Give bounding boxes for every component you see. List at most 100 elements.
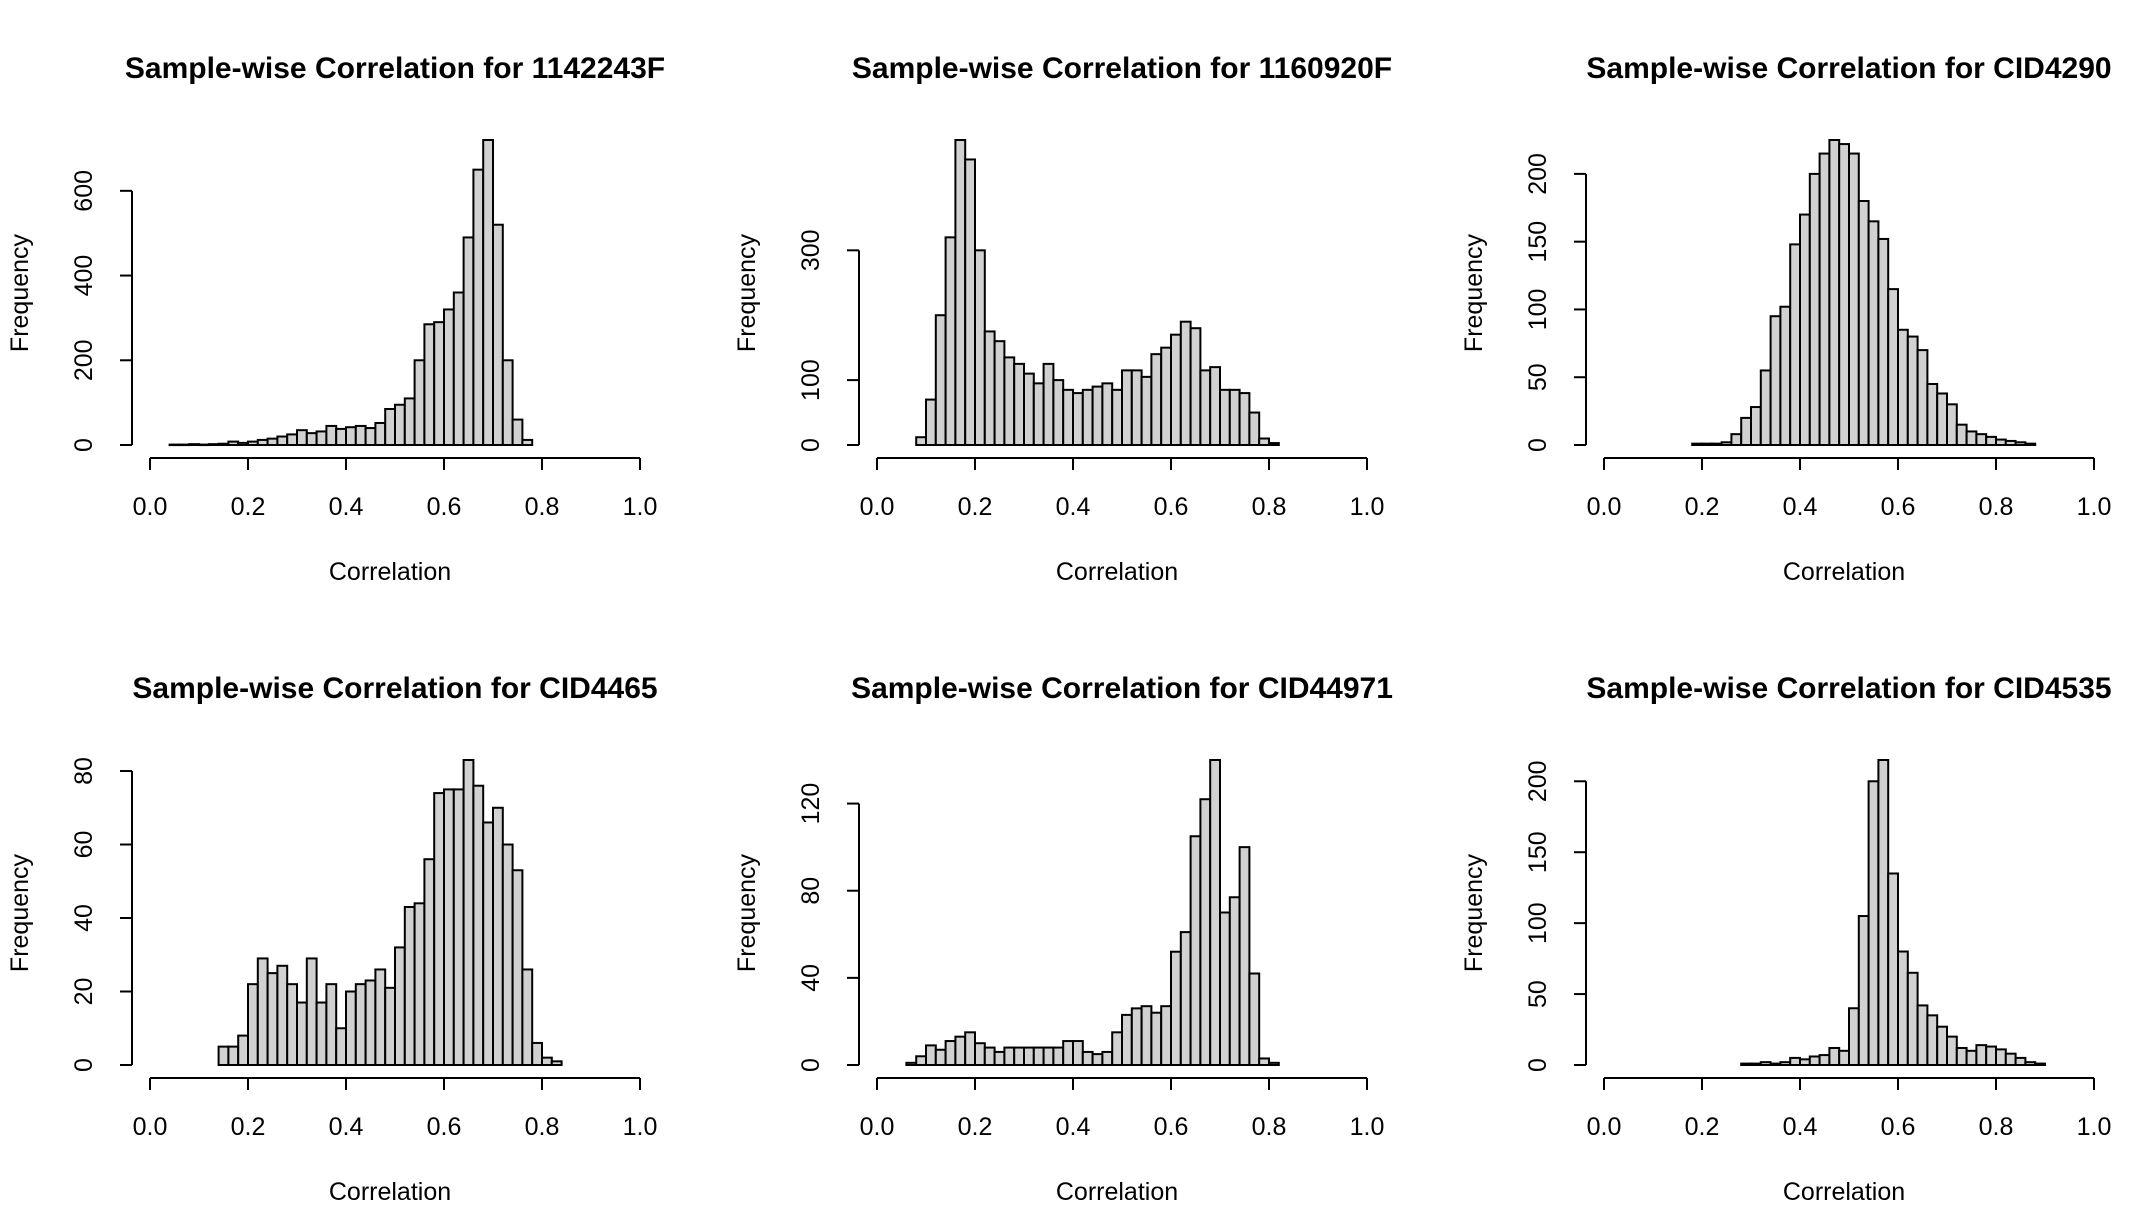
histogram-bar (1761, 370, 1771, 445)
histogram-bar (1918, 350, 1928, 445)
x-tick-label: 0.6 (1154, 1113, 1189, 1141)
histogram-bar (1171, 335, 1181, 445)
histogram-bar (1957, 425, 1967, 445)
histogram-bar (444, 309, 454, 445)
histogram-bar (1200, 799, 1210, 1065)
histogram-bar (1112, 390, 1122, 445)
histogram-bar (1249, 413, 1259, 445)
histogram-bar (1820, 1055, 1830, 1065)
histogram-bar (1112, 1032, 1122, 1065)
x-tick-label: 1.0 (623, 1113, 658, 1141)
histogram-bar (2006, 1054, 2016, 1065)
histogram-bar (1230, 390, 1240, 445)
histogram-panel: Sample-wise Correlation for CID4465 0.0 0.… (6, 672, 658, 1206)
histogram-bar (1161, 1006, 1171, 1065)
histogram-bar (936, 315, 946, 445)
x-tick-label: 0.6 (427, 1113, 462, 1141)
histogram-bar (1102, 383, 1112, 445)
histogram-bar (1839, 144, 1849, 445)
histogram-bar (1957, 1048, 1967, 1065)
histogram-bar (219, 444, 229, 445)
histogram-bar (2025, 444, 2035, 445)
histogram-bar (1063, 1041, 1073, 1065)
y-tick-label: 150 (1524, 831, 1552, 873)
histogram-bar (277, 966, 287, 1065)
histogram-bar (1996, 1049, 2006, 1065)
x-tick-label: 1.0 (1350, 493, 1385, 521)
histogram-bar (287, 434, 297, 445)
x-tick-label: 0.2 (958, 1113, 993, 1141)
y-tick-label: 40 (797, 964, 825, 992)
histogram-bar (1741, 418, 1751, 445)
histogram-bar (522, 440, 532, 445)
histogram-bar (1986, 1047, 1996, 1065)
histogram-bar (1898, 330, 1908, 445)
histogram-bar (1692, 444, 1702, 445)
x-tick-label: 0.6 (1154, 493, 1189, 521)
y-axis-label: Frequency (6, 233, 34, 352)
histogram-bar (326, 984, 336, 1065)
x-axis-label: Correlation (1056, 558, 1178, 586)
histogram-bar (1220, 913, 1230, 1066)
histogram-bar (985, 1048, 995, 1065)
histogram-bar (1073, 1041, 1083, 1065)
histogram-bar (473, 170, 483, 445)
histogram-bar (1034, 1048, 1044, 1065)
histogram-bar (1181, 322, 1191, 445)
histogram-bar (1269, 1063, 1279, 1065)
histogram-bar (955, 1037, 965, 1065)
histogram-bar (473, 786, 483, 1065)
x-tick-label: 0.0 (860, 493, 895, 521)
histogram-bar (1967, 431, 1977, 445)
histogram-bar (1888, 289, 1898, 445)
histogram-bar (375, 423, 385, 445)
histogram-panel: Sample-wise Correlation for CID4535 0.0 0.… (1460, 672, 2112, 1206)
histogram-bar (1151, 354, 1161, 445)
histogram-bar (434, 322, 444, 445)
x-tick-label: 0.8 (1979, 1113, 2014, 1141)
histogram-bar (946, 1041, 956, 1065)
y-tick-label: 150 (1524, 221, 1552, 263)
x-tick-label: 0.2 (231, 1113, 266, 1141)
histogram-bar (317, 431, 327, 445)
y-tick-label: 400 (70, 255, 98, 297)
y-tick-label: 20 (70, 978, 98, 1006)
x-tick-label: 0.6 (1881, 493, 1916, 521)
histogram-bar (1240, 847, 1250, 1065)
y-tick-label: 300 (797, 229, 825, 271)
histogram-bar (179, 445, 189, 446)
histogram-bar (1132, 1008, 1142, 1065)
x-axis-label: Correlation (1783, 558, 1905, 586)
histogram-bar (366, 428, 376, 445)
histogram-bar (1986, 437, 1996, 445)
histogram-bar (1800, 1059, 1810, 1065)
histogram-bar (1878, 760, 1888, 1065)
histogram-bar (1200, 370, 1210, 445)
histogram-bar (268, 973, 278, 1065)
histogram-bar (405, 398, 415, 445)
y-tick-label: 200 (1524, 760, 1552, 802)
histogram-bar (1132, 370, 1142, 445)
histogram-panel: Sample-wise Correlation for CID4290 0.0 0.… (1460, 52, 2112, 586)
histogram-bar (936, 1050, 946, 1065)
histogram-bar (1947, 404, 1957, 445)
histogram-bar (1878, 239, 1888, 445)
histogram-bar (1151, 1013, 1161, 1065)
histogram-bar (946, 237, 956, 445)
histogram-bar (916, 1056, 926, 1065)
x-tick-label: 0.6 (1881, 1113, 1916, 1141)
chart-title: Sample-wise Correlation for 1142243F (125, 52, 665, 85)
histogram-bar (464, 237, 474, 445)
x-tick-label: 0.0 (1587, 493, 1622, 521)
chart-title: Sample-wise Correlation for CID4465 (132, 672, 657, 705)
y-axis-label: Frequency (1460, 853, 1488, 972)
histogram-bar (1220, 390, 1230, 445)
histogram-bar (1771, 316, 1781, 445)
histogram-bar (366, 980, 376, 1065)
y-tick-label: 0 (797, 1058, 825, 1072)
x-tick-label: 0.8 (1979, 493, 2014, 521)
histogram-bar (1731, 434, 1741, 445)
histogram-bar (1937, 1027, 1947, 1065)
histogram-bar (906, 1063, 916, 1065)
histogram-bar (2016, 442, 2026, 445)
